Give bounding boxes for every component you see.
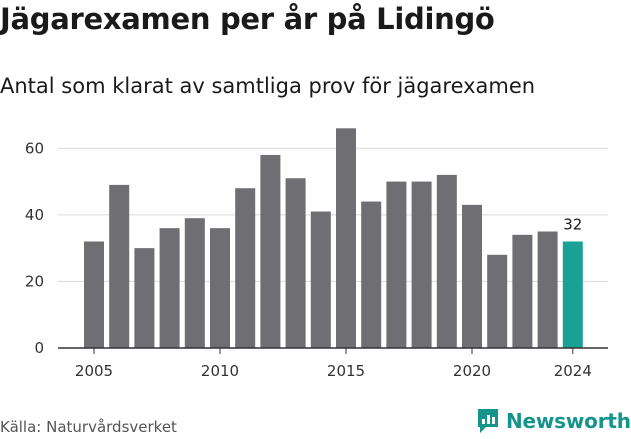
bar-chart: 2005 2010 2015 2020 2024 0 20 40 60 32: [25, 128, 608, 380]
bar: [436, 174, 457, 348]
x-tick-label: 2020: [453, 362, 491, 380]
bar: [285, 178, 306, 348]
bar: [386, 181, 407, 348]
x-tick-label: 2015: [327, 362, 365, 380]
bar: [235, 188, 256, 348]
bar: [361, 201, 382, 348]
x-tick-label: 2010: [201, 362, 239, 380]
brand-name: Newsworthy: [506, 409, 631, 433]
source-note: Källa: Naturvårdsverket: [0, 418, 177, 436]
chart-title: Jägarexamen per år på Lidingö: [0, 2, 495, 36]
bar: [210, 228, 230, 348]
bar: [487, 254, 508, 348]
bar: [310, 211, 331, 348]
bar: [159, 228, 180, 348]
x-tick-label: 2024: [554, 362, 592, 380]
bar: [109, 184, 130, 348]
bar: [562, 241, 583, 348]
chart-subtitle: Antal som klarat av samtliga prov för jä…: [0, 74, 536, 98]
data-label: 32: [563, 215, 582, 233]
bars: [84, 128, 583, 348]
bar: [537, 231, 558, 348]
x-tick-label: 2005: [75, 362, 113, 380]
bar: [260, 154, 281, 348]
bar: [336, 128, 356, 348]
data-labels: 32: [563, 215, 582, 233]
bar: [134, 248, 155, 348]
y-tick-label: 40: [25, 206, 44, 224]
y-tick-label: 0: [34, 339, 44, 357]
bar: [512, 234, 533, 348]
bar: [84, 241, 104, 348]
bar: [462, 204, 482, 348]
y-tick-label: 60: [25, 139, 44, 157]
y-axis: 0 20 40 60: [25, 139, 44, 357]
y-tick-label: 20: [25, 272, 44, 290]
bar: [411, 181, 432, 348]
x-axis: 2005 2010 2015 2020 2024: [58, 347, 608, 380]
newsworthy-logo-icon: [478, 409, 498, 433]
brand-logo[interactable]: Newsworthy: [476, 408, 631, 434]
bar: [184, 218, 205, 348]
